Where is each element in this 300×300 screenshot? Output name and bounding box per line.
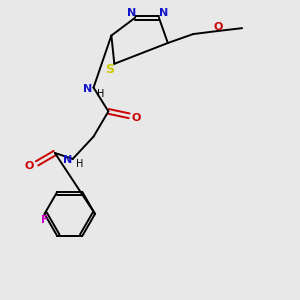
Text: O: O [213,22,223,32]
Text: F: F [41,215,48,225]
Text: H: H [76,159,84,169]
Text: O: O [132,113,141,123]
Text: S: S [105,63,114,76]
Text: N: N [159,8,168,18]
Text: H: H [97,89,105,99]
Text: N: N [83,84,92,94]
Text: N: N [63,155,72,165]
Text: N: N [127,8,136,18]
Text: O: O [25,161,34,171]
